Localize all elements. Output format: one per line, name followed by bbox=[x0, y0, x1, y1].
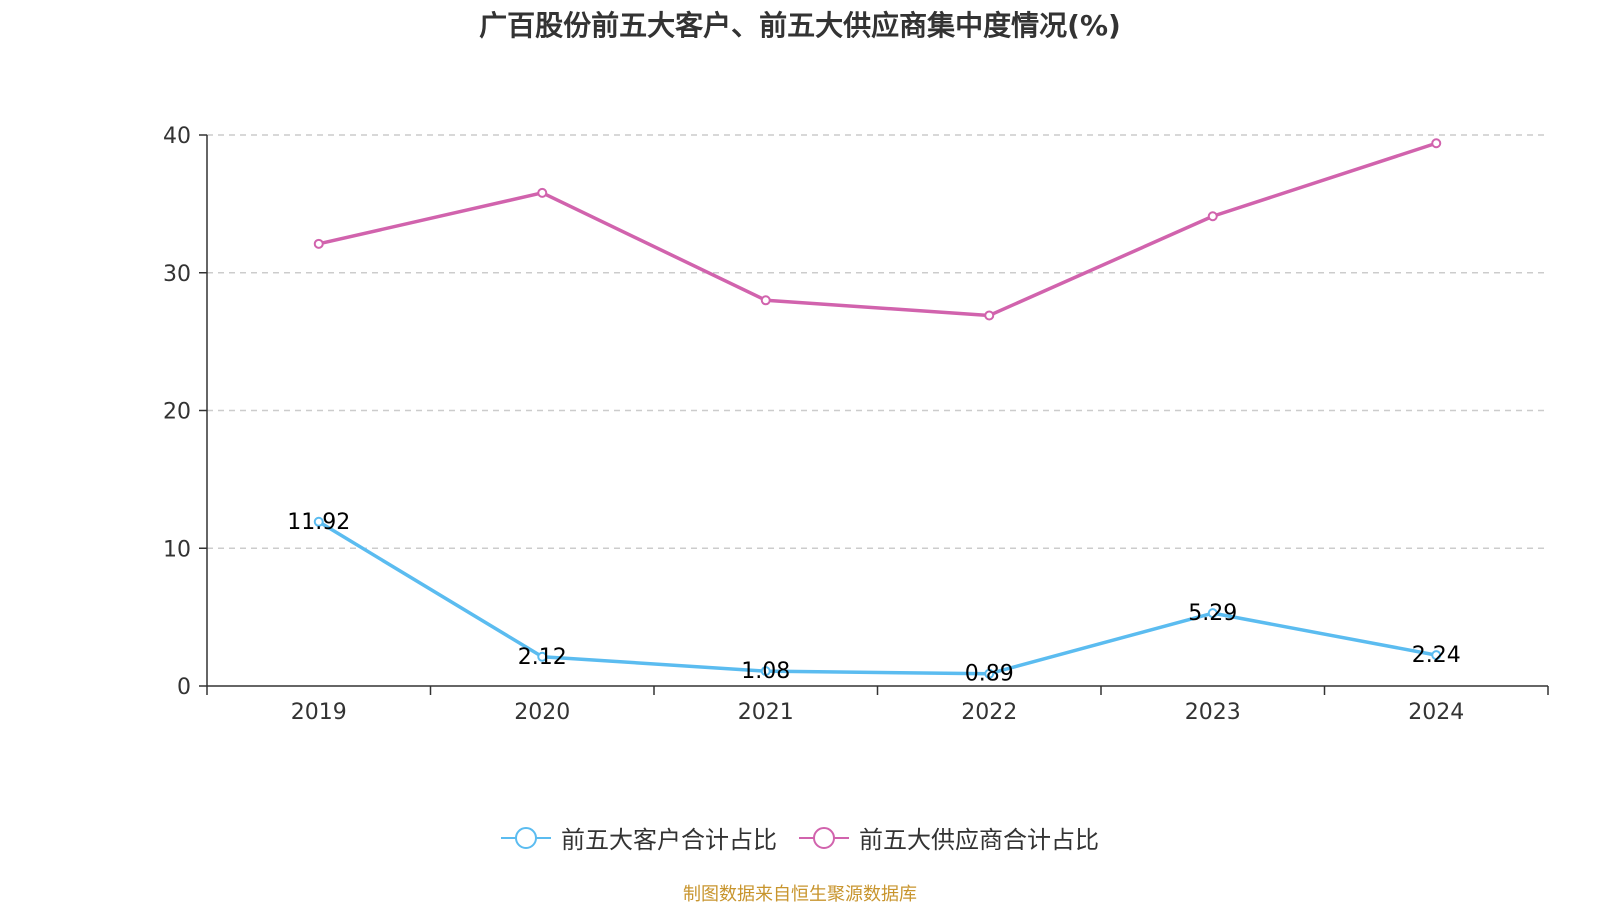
data-label: 1.08 bbox=[741, 659, 790, 684]
axes: 0 10 20 30 40 2019 2020 2021 2022 2023 2024 bbox=[163, 124, 1549, 725]
chart-title: 广百股份前五大客户、前五大供应商集中度情况(%) bbox=[479, 9, 1121, 42]
y-tick-label: 10 bbox=[163, 537, 191, 562]
data-label: 11.92 bbox=[287, 510, 350, 535]
data-point[interactable] bbox=[760, 666, 771, 677]
y-tick-label: 40 bbox=[163, 124, 191, 149]
legend-circle-customers bbox=[515, 826, 537, 849]
data-point[interactable] bbox=[1207, 211, 1218, 222]
data-point[interactable] bbox=[1431, 138, 1442, 149]
series-line-0 bbox=[317, 520, 1437, 676]
x-tick-label: 2019 bbox=[291, 700, 347, 725]
data-point[interactable] bbox=[313, 238, 324, 249]
data-label: 2.12 bbox=[518, 645, 567, 670]
data-label: 2.24 bbox=[1412, 643, 1461, 668]
legend-label-customers: 前五大客户合计占比 bbox=[561, 826, 777, 854]
data-label: 5.29 bbox=[1188, 601, 1237, 626]
data-point[interactable] bbox=[1431, 650, 1442, 661]
x-tick-label: 2024 bbox=[1408, 700, 1464, 725]
legend-marker-suppliers-icon bbox=[799, 826, 849, 849]
data-point[interactable] bbox=[984, 668, 995, 679]
data-point[interactable] bbox=[1207, 608, 1218, 619]
series-line-1 bbox=[318, 141, 1437, 318]
data-point[interactable] bbox=[760, 295, 771, 306]
legend: 前五大客户合计占比 前五大供应商合计占比 bbox=[0, 820, 1600, 855]
x-tick-label: 2021 bbox=[738, 700, 794, 725]
x-tick-label: 2020 bbox=[514, 700, 570, 725]
y-tick-label: 30 bbox=[163, 262, 191, 287]
y-tick-label: 20 bbox=[163, 400, 191, 425]
x-tick-label: 2022 bbox=[961, 700, 1017, 725]
x-tick-label: 2023 bbox=[1185, 700, 1241, 725]
data-point[interactable] bbox=[984, 310, 995, 321]
data-point[interactable] bbox=[313, 516, 324, 527]
data-point[interactable] bbox=[537, 187, 548, 198]
y-tick-label: 0 bbox=[177, 675, 191, 700]
legend-item-suppliers[interactable]: 前五大供应商合计占比 bbox=[799, 820, 1099, 855]
legend-circle-suppliers bbox=[813, 826, 835, 849]
data-label: 0.89 bbox=[965, 662, 1014, 687]
gridlines bbox=[207, 134, 1548, 549]
source-note: 制图数据来自恒生聚源数据库 bbox=[683, 884, 917, 905]
data-labels: 11.92 2.12 1.08 0.89 5.29 2.24 bbox=[287, 510, 1460, 687]
legend-label-suppliers: 前五大供应商合计占比 bbox=[859, 826, 1099, 854]
series-lines bbox=[313, 138, 1442, 679]
legend-marker-customers-icon bbox=[501, 826, 551, 849]
legend-item-customers[interactable]: 前五大客户合计占比 bbox=[501, 820, 777, 855]
data-point[interactable] bbox=[537, 651, 548, 662]
